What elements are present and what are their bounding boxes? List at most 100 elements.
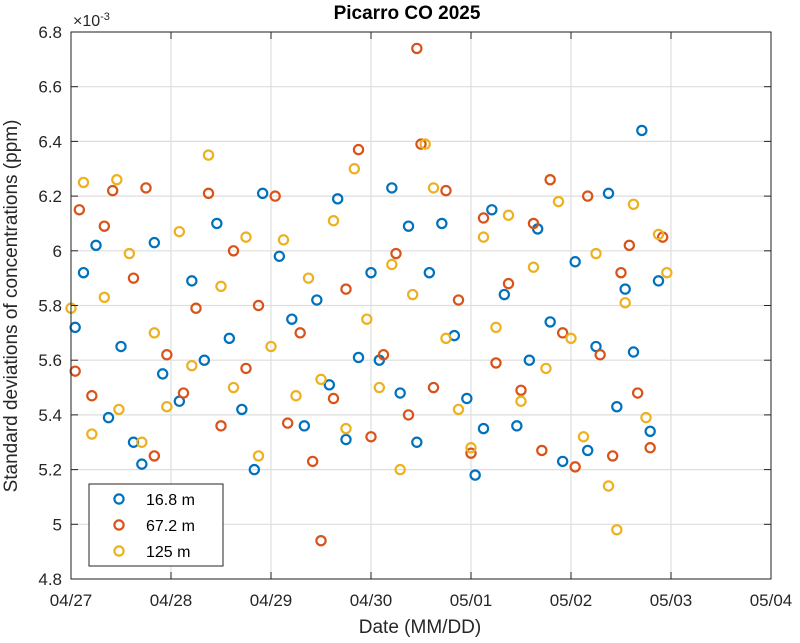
y-tick-label: 5.6	[38, 351, 62, 370]
data-point	[331, 193, 344, 205]
data-point	[136, 458, 148, 470]
data-point	[227, 381, 240, 394]
data-point	[652, 228, 665, 241]
legend-label: 16.8 m	[146, 492, 195, 509]
chart-title: Picarro CO 2025	[334, 3, 481, 24]
data-point	[361, 313, 373, 325]
legend-box	[88, 483, 224, 567]
data-point	[490, 357, 502, 369]
data-point	[469, 469, 481, 481]
data-point	[440, 184, 452, 197]
data-point	[411, 436, 423, 448]
y-axis-label: Standard deviations of concentrations (p…	[1, 120, 22, 493]
data-point	[111, 173, 123, 186]
data-point	[452, 403, 465, 416]
data-point	[252, 299, 265, 312]
axis-ticks	[70, 31, 772, 580]
data-point	[240, 231, 252, 243]
y-tick-label: 5.8	[38, 297, 62, 316]
y-tick-label: 6	[53, 242, 62, 261]
x-tick-label: 04/27	[50, 591, 93, 610]
y-tick-labels: 4.8 5 5.2 5.4 5.6 5.8 6 6.2 6.4 6.6 6.8	[38, 23, 62, 589]
data-point	[394, 387, 406, 399]
data-point	[540, 362, 552, 375]
data-point	[265, 340, 277, 353]
data-point	[527, 217, 540, 230]
data-point	[515, 384, 527, 396]
data-point	[77, 266, 90, 279]
data-point	[486, 204, 498, 216]
data-point	[98, 291, 111, 303]
data-point	[477, 231, 490, 243]
data-point	[419, 138, 431, 150]
data-point	[186, 359, 198, 372]
y-tick-label: 4.8	[38, 570, 62, 589]
x-tick-label: 04/29	[250, 591, 293, 610]
data-point	[373, 381, 386, 394]
data-point	[136, 436, 148, 448]
data-point	[661, 266, 673, 279]
data-point	[502, 209, 515, 221]
data-point	[377, 349, 390, 361]
data-point	[406, 288, 419, 301]
data-point	[315, 535, 327, 547]
data-point	[415, 138, 427, 150]
data-point	[352, 351, 365, 364]
data-point	[402, 220, 415, 232]
data-point	[552, 195, 565, 208]
legend-label: 67.2 m	[146, 518, 195, 535]
data-point	[556, 455, 569, 468]
data-point	[127, 272, 140, 284]
data-point	[281, 417, 294, 429]
data-points	[65, 42, 673, 547]
data-point	[611, 524, 623, 536]
data-point	[190, 302, 202, 314]
data-point	[402, 409, 415, 421]
x-tick-label: 04/30	[350, 591, 393, 610]
data-point	[523, 354, 536, 366]
x-axis-label: Date (MM/DD)	[359, 617, 481, 638]
x-tick-labels: 04/27 04/28 04/29 04/30 05/01 05/02 05/03 05/04	[50, 591, 793, 610]
data-point	[611, 400, 623, 413]
y-tick-label: 5	[53, 515, 62, 534]
data-point	[536, 444, 548, 457]
data-point	[340, 283, 352, 295]
data-point	[161, 349, 173, 361]
data-point	[290, 390, 302, 402]
data-point	[273, 250, 286, 262]
data-point	[269, 190, 281, 202]
data-point	[569, 461, 581, 473]
data-point	[631, 387, 644, 399]
y-tick-label: 5.2	[38, 461, 62, 480]
data-point	[627, 346, 640, 358]
data-point	[211, 217, 223, 230]
data-point	[202, 149, 215, 161]
data-point	[477, 212, 490, 224]
data-point	[436, 217, 448, 230]
data-point	[623, 239, 636, 252]
data-point	[394, 463, 406, 476]
y-tick-label: 6.8	[38, 23, 62, 42]
data-point	[90, 239, 102, 252]
data-point	[302, 272, 315, 284]
data-point	[490, 321, 502, 334]
x-tick-label: 05/02	[550, 591, 593, 610]
data-point	[227, 245, 240, 257]
data-point	[411, 42, 423, 55]
data-point	[427, 381, 440, 394]
data-point	[602, 480, 615, 492]
y-tick-label: 5.4	[38, 406, 62, 425]
data-point	[286, 313, 298, 325]
data-point	[148, 327, 161, 339]
x-tick-label: 04/28	[150, 591, 193, 610]
data-point	[627, 198, 640, 211]
data-point	[386, 182, 398, 194]
data-point	[386, 258, 398, 271]
data-point	[644, 442, 656, 454]
data-point	[515, 395, 527, 407]
data-point	[277, 234, 290, 246]
data-point	[198, 354, 211, 366]
data-point	[294, 327, 306, 339]
data-point	[115, 340, 127, 353]
